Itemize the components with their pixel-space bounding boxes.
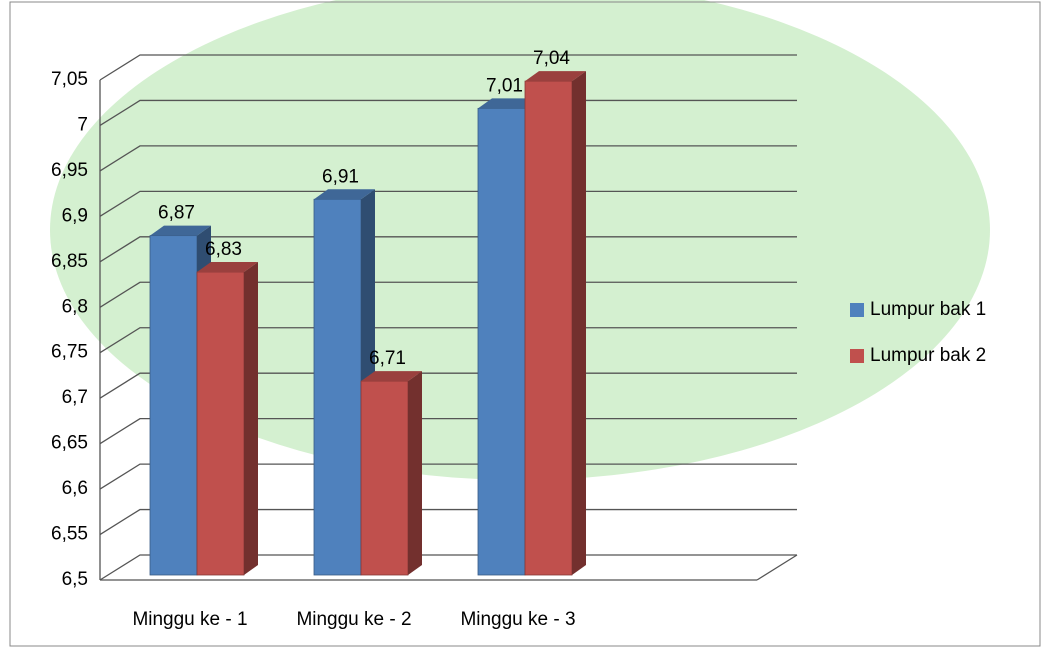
y-tick-label: 6,6	[62, 478, 88, 499]
legend-swatch	[850, 303, 864, 317]
legend-label: Lumpur bak 2	[870, 345, 986, 366]
y-tick-label: 7,05	[51, 69, 88, 90]
bar-side	[408, 371, 422, 575]
y-tick-label: 6,95	[51, 160, 88, 181]
y-tick-label: 6,55	[51, 524, 88, 545]
y-tick-label: 6,5	[62, 569, 88, 590]
value-label: 6,71	[369, 348, 406, 369]
value-label: 6,83	[205, 239, 242, 260]
y-tick-label: 6,9	[62, 205, 88, 226]
bar-front	[525, 81, 572, 575]
x-axis-edge	[757, 555, 797, 580]
x-tick-label: Minggu ke - 3	[460, 609, 575, 630]
bar-front	[361, 381, 408, 575]
bar-front	[314, 199, 361, 575]
bar-front	[478, 108, 525, 575]
y-tick-label: 6,75	[51, 342, 88, 363]
bar-front	[150, 236, 197, 575]
x-tick-label: Minggu ke - 2	[296, 609, 411, 630]
y-tick-label: 7	[77, 114, 88, 135]
bar-front	[197, 272, 244, 575]
y-tick-label: 6,7	[62, 387, 88, 408]
bar-side	[244, 262, 258, 575]
y-tick-label: 6,8	[62, 296, 88, 317]
y-tick-label: 6,85	[51, 251, 88, 272]
value-label: 7,04	[533, 48, 570, 69]
x-tick-label: Minggu ke - 1	[132, 609, 247, 630]
value-label: 6,91	[322, 166, 359, 187]
chart: 6,5 6,55 6,6 6,65 6,7 6,75 6,8 6,85 6,9 6,95 7 7,05…	[0, 0, 1043, 648]
y-tick-label: 6,65	[51, 433, 88, 454]
legend-label: Lumpur bak 1	[870, 299, 986, 320]
legend-swatch	[850, 349, 864, 363]
value-label: 6,87	[158, 203, 195, 224]
page: {"chart_data": {"type": "bar3d", "catego…	[0, 0, 1043, 653]
value-label: 7,01	[486, 75, 523, 96]
bar-side	[572, 71, 586, 575]
